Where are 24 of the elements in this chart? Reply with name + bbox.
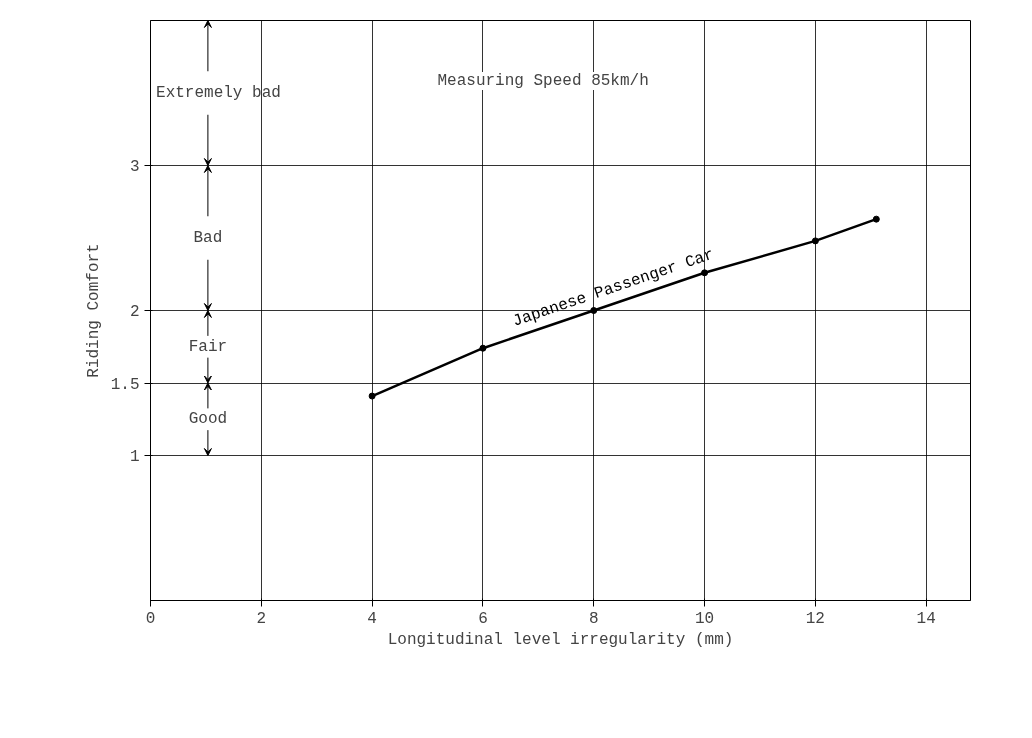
x-tick-label: 12 [805, 609, 825, 628]
x-tick-label: 8 [588, 609, 599, 628]
point [479, 344, 487, 352]
y-tick-label: 3 [129, 158, 140, 176]
annotation: Good [188, 410, 228, 429]
annotation: Fair [188, 337, 228, 356]
point [811, 237, 819, 245]
x-tick-label: 0 [145, 609, 156, 628]
y-tick-label: 2 [129, 303, 140, 321]
y-tick-label: 1 [129, 448, 140, 466]
annotation: Measuring Speed 85km/h [437, 72, 649, 91]
x-tick-label: 6 [478, 609, 488, 628]
y-axis-title: Riding Comfort [84, 243, 103, 378]
x-axis-title: Longitudinal level irregularity (mm) [387, 630, 734, 649]
point [701, 269, 709, 277]
point [590, 307, 598, 314]
annotation: Bad [193, 229, 223, 247]
x-tick-label: 4 [367, 609, 377, 628]
x-tick-label: 14 [916, 609, 936, 628]
x-tick-label: 2 [256, 609, 267, 628]
point [872, 215, 880, 223]
point [368, 392, 376, 400]
x-tick-label: 10 [694, 609, 715, 628]
y-tick-label: 1.5 [110, 375, 140, 394]
